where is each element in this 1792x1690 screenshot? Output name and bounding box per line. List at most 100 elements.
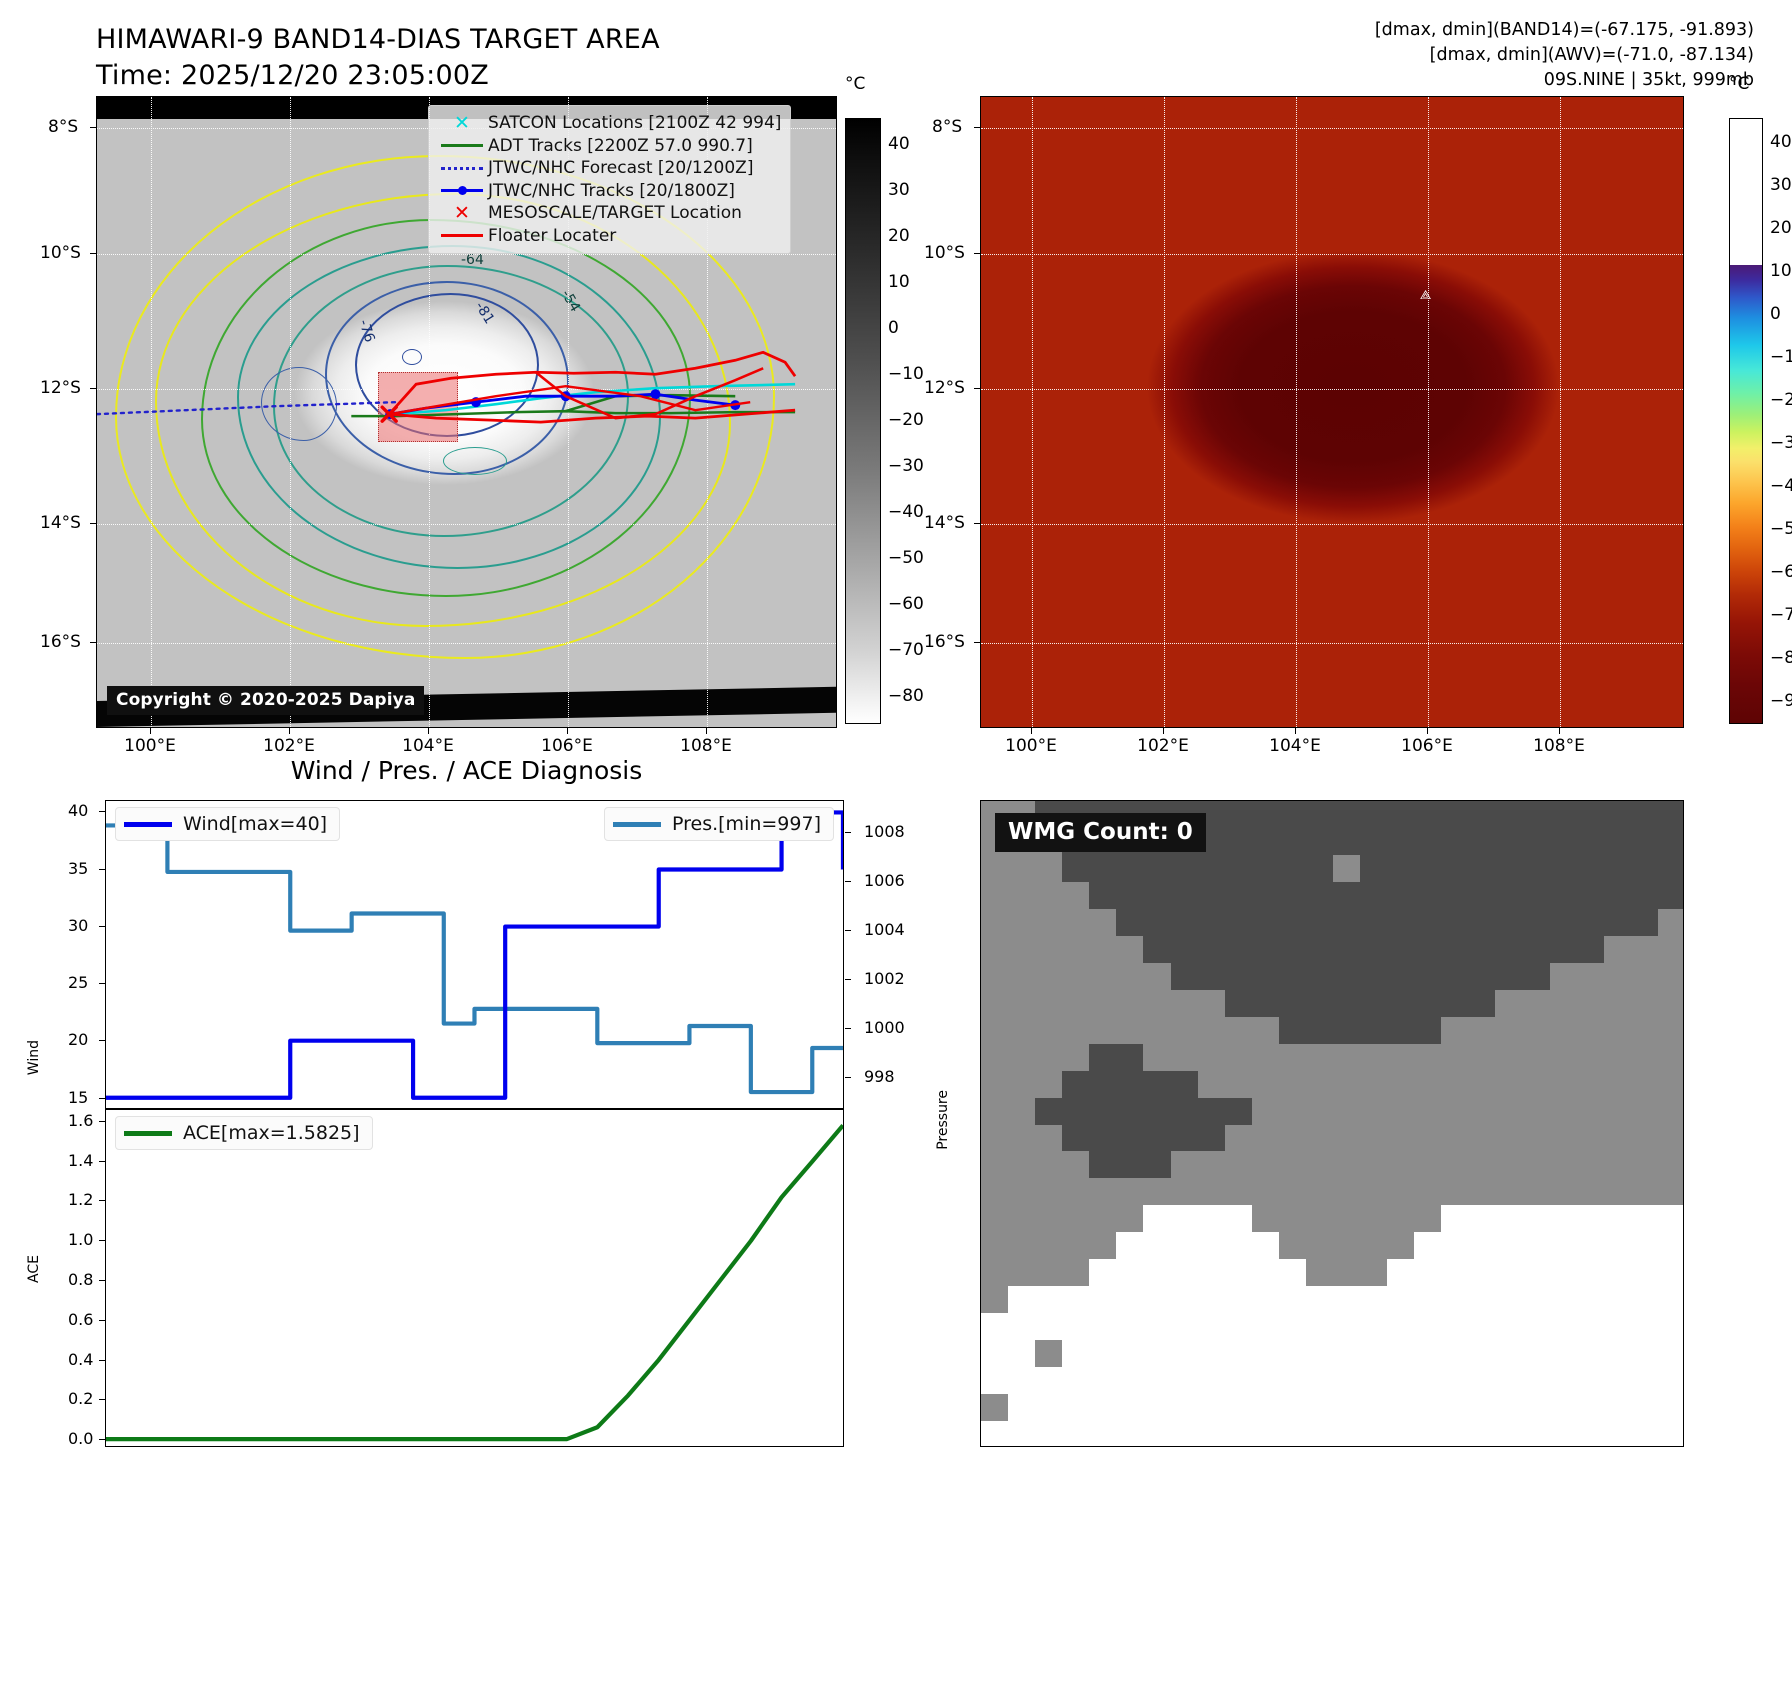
wmg-mask-cell: [1441, 881, 1469, 910]
pressure-legend[interactable]: Pres.[min=997]: [604, 807, 834, 841]
wmg-mask-cell: [1549, 1421, 1578, 1446]
wmg-mask-cell: [1657, 801, 1683, 829]
wmg-mask-cell: [1333, 935, 1361, 964]
wmg-mask-cell: [1008, 1205, 1036, 1233]
ace-y-tickmark: [99, 1439, 105, 1441]
wmg-mask-cell: [1143, 1394, 1172, 1422]
awv-satellite-panel[interactable]: ⟁: [980, 96, 1684, 728]
wmg-mask-cell: [1549, 908, 1578, 937]
wmg-mask-cell: [1008, 1259, 1036, 1287]
legend-item-mesoscale[interactable]: ✕ MESOSCALE/TARGET Location: [436, 202, 781, 225]
wmg-mask-cell: [1251, 1205, 1280, 1233]
wmg-mask-cell: [1089, 1016, 1117, 1045]
wmg-mask-cell: [1522, 1286, 1551, 1314]
legend-item-satcon[interactable]: ✕ SATCON Locations [2100Z 42 994]: [436, 112, 781, 135]
wmg-mask-cell: [1224, 1367, 1253, 1395]
wmg-mask-cell: [1251, 935, 1280, 964]
ace-chart[interactable]: ACE[max=1.5825]: [105, 1109, 844, 1447]
legend-item-floater[interactable]: Floater Locater: [436, 225, 781, 248]
awv-cb-tick: −20: [1770, 390, 1792, 410]
ir-satellite-panel[interactable]: -64 -81 -54 -76 ✕ SATCON Locatio: [96, 96, 837, 728]
wmg-mask-cell: [1630, 1286, 1659, 1314]
wmg-mask-cell: [1197, 881, 1226, 910]
wmg-mask-cell: [1224, 908, 1253, 937]
wind-legend[interactable]: Wind[max=40]: [115, 807, 341, 841]
wmg-mask-cell: [1116, 1016, 1145, 1045]
legend-label: ADT Tracks [2200Z 57.0 990.7]: [488, 135, 753, 156]
wmg-mask-cell: [981, 1286, 1009, 1314]
wmg-mask-cell: [981, 908, 1009, 937]
wmg-mask-cell: [1441, 827, 1469, 856]
ace-y-tickmark: [99, 1160, 105, 1162]
wmg-mask-cell: [1116, 1232, 1145, 1260]
wmg-mask-cell: [1549, 1259, 1578, 1287]
wmg-mask-cell: [1657, 1367, 1683, 1395]
wmg-mask-cell: [981, 1205, 1009, 1233]
wmg-mask-cell: [1549, 962, 1578, 991]
wmg-mask-cell: [1387, 1286, 1415, 1314]
wmg-mask-cell: [1333, 908, 1361, 937]
wmg-mask-cell: [1224, 801, 1253, 829]
wmg-mask-cell: [1360, 1205, 1388, 1233]
wmg-mask-cell: [1603, 989, 1632, 1018]
ace-legend[interactable]: ACE[max=1.5825]: [115, 1116, 373, 1150]
wmg-mask-cell: [1197, 1259, 1226, 1287]
wmg-mask-cell: [1387, 1016, 1415, 1045]
wmg-mask-cell: [1603, 1286, 1632, 1314]
wmg-mask-cell: [1441, 1151, 1469, 1179]
ir-lat-label-16S: 16°S: [40, 632, 81, 652]
wmg-mask-panel[interactable]: WMG Count: 0: [980, 800, 1684, 1447]
wmg-mask-cell: [1251, 1286, 1280, 1314]
wmg-mask-cell: [1143, 1313, 1172, 1341]
wmg-mask-cell: [1170, 881, 1199, 910]
wmg-mask-cell: [1062, 1286, 1090, 1314]
wmg-mask-cell: [1603, 1394, 1632, 1422]
wmg-mask-cell: [1008, 1124, 1036, 1153]
wmg-mask-cell: [1305, 1124, 1334, 1153]
wmg-mask-cell: [1305, 1205, 1334, 1233]
wmg-mask-cell: [1603, 1259, 1632, 1287]
wmg-mask-cell: [1360, 989, 1388, 1018]
wmg-mask-cell: [1224, 1313, 1253, 1341]
wmg-mask-cell: [1035, 881, 1063, 910]
wmg-mask-cell: [981, 1232, 1009, 1260]
wmg-mask-cell: [1197, 1232, 1226, 1260]
wmg-mask-cell: [1522, 1205, 1551, 1233]
wind-y-tickmark: [99, 1097, 105, 1099]
wmg-mask-cell: [981, 1340, 1009, 1368]
wmg-mask-cell: [1495, 1286, 1524, 1314]
wmg-mask-cell: [1495, 1151, 1524, 1179]
wind-y-tickmark: [99, 868, 105, 870]
wmg-mask-cell: [1116, 1205, 1145, 1233]
wmg-mask-cell: [1062, 1313, 1090, 1341]
contour-label-64: -64: [461, 252, 484, 268]
wmg-mask-cell: [1576, 827, 1605, 856]
wmg-mask-cell: [1630, 1151, 1659, 1179]
ir-legend[interactable]: ✕ SATCON Locations [2100Z 42 994] ADT Tr…: [428, 105, 792, 254]
wmg-mask-cell: [1549, 1097, 1578, 1126]
pressure-y-tickmark: [845, 929, 851, 931]
wmg-mask-cell: [1630, 1097, 1659, 1126]
legend-item-jtwc-tracks[interactable]: JTWC/NHC Tracks [20/1800Z]: [436, 180, 781, 203]
legend-label: SATCON Locations [2100Z 42 994]: [488, 113, 782, 134]
wmg-mask-cell: [1035, 854, 1063, 883]
legend-item-jtwc-forecast[interactable]: JTWC/NHC Forecast [20/1200Z]: [436, 157, 781, 180]
wmg-mask-cell: [1251, 1043, 1280, 1072]
line-icon: [436, 144, 488, 148]
wmg-mask-cell: [1116, 1259, 1145, 1287]
copyright-notice: Copyright © 2020-2025 Dapiya: [107, 686, 425, 715]
wmg-mask-cell: [1468, 1151, 1497, 1179]
wmg-mask-cell: [1495, 962, 1524, 991]
ir-gridline-16S: [97, 643, 836, 644]
wind-pressure-chart[interactable]: Wind[max=40] Pres.[min=997]: [105, 800, 844, 1109]
wmg-mask-cell: [1630, 989, 1659, 1018]
wmg-mask-cell: [1062, 1367, 1090, 1395]
wmg-mask-cell: [1630, 1016, 1659, 1045]
wmg-mask-cell: [1441, 1367, 1469, 1395]
legend-item-adt[interactable]: ADT Tracks [2200Z 57.0 990.7]: [436, 135, 781, 158]
awv-tick-100E: [1031, 728, 1032, 734]
wmg-mask-cell: [1008, 1016, 1036, 1045]
wmg-mask-cell: [1414, 962, 1442, 991]
awv-cb-tick: 0: [1770, 304, 1781, 324]
wmg-mask-cell: [1116, 1394, 1145, 1422]
